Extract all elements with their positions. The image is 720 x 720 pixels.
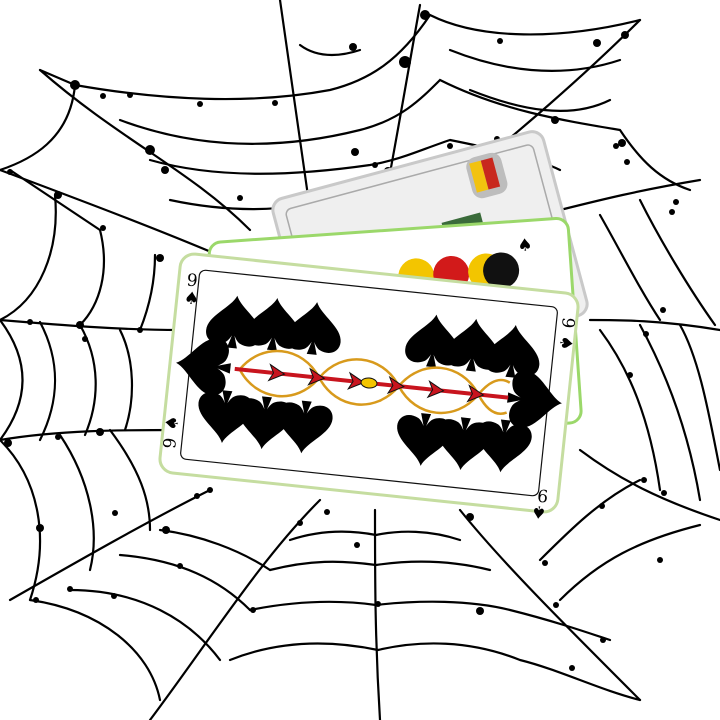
playing-card-nine-of-spades[interactable]: 9 ♠ 9 ♠ 9 ♠ 9 ♠ xyxy=(157,252,581,524)
web-dew-droplets xyxy=(4,10,679,671)
card-corner-index-top-left: 9 ♠ xyxy=(183,270,200,309)
card-center-ornament xyxy=(234,349,511,415)
card-middle-suit-corner: ♠ xyxy=(517,235,534,256)
card-corner-index-bottom-left: 9 ♠ xyxy=(160,414,183,449)
svg-text:♠: ♠ xyxy=(162,414,183,431)
svg-text:♠: ♠ xyxy=(183,288,200,309)
svg-text:♠: ♠ xyxy=(530,501,547,522)
card-corner-index-top-right: 9 ♠ xyxy=(555,316,578,351)
svg-text:9: 9 xyxy=(160,437,181,450)
svg-text:9: 9 xyxy=(557,316,578,329)
card-corner-index-bottom-right: 9 ♠ xyxy=(530,484,549,522)
svg-text:9: 9 xyxy=(186,270,199,291)
web-spiral-threads xyxy=(0,13,720,702)
svg-text:♠: ♠ xyxy=(555,334,576,351)
svg-text:9: 9 xyxy=(536,484,549,505)
